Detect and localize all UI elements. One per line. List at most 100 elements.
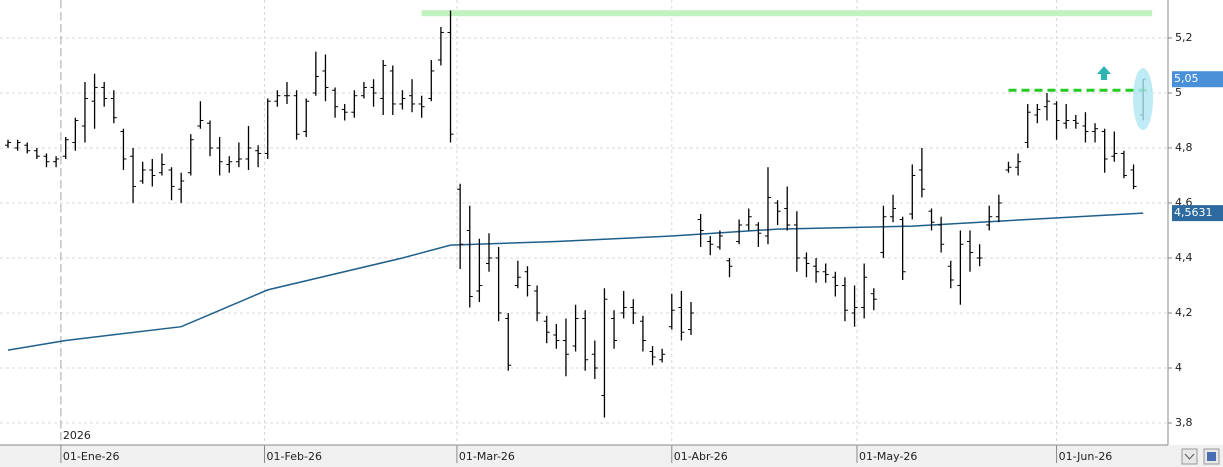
ohlc-bar	[630, 299, 637, 324]
ohlc-bar	[995, 194, 1002, 223]
ohlc-bar	[755, 222, 762, 247]
ohlc-bar	[495, 246, 502, 322]
ohlc-bar	[207, 120, 214, 157]
ohlc-bar	[611, 310, 618, 349]
ohlc-bar	[197, 101, 204, 129]
ohlc-bar	[283, 81, 290, 104]
ohlc-bar	[938, 216, 945, 253]
ohlc-bar	[168, 167, 175, 201]
ohlc-bar	[688, 301, 695, 335]
ohlc-bar	[72, 117, 79, 151]
ohlc-bar	[264, 98, 271, 159]
ohlc-bar	[33, 147, 40, 159]
ohlc-bar	[986, 205, 993, 231]
ohlc-bar	[1072, 114, 1079, 129]
ohlc-bar	[620, 290, 627, 319]
ohlc-bar	[486, 233, 492, 272]
ohlc-bar	[601, 288, 608, 418]
ohlc-bar	[216, 136, 223, 176]
ohlc-bar	[1015, 153, 1022, 176]
ohlc-bar	[380, 59, 387, 115]
x-tick-label: 01-May-26	[859, 450, 917, 463]
last-value-box	[1172, 71, 1223, 88]
ohlc-bar	[745, 208, 752, 231]
ohlc-bar	[351, 90, 358, 118]
ohlc-bar	[880, 205, 887, 258]
ohlc-bar	[1043, 92, 1050, 121]
ohlc-bar	[774, 200, 781, 225]
ohlc-bar	[1120, 150, 1127, 179]
ohlc-bar	[409, 79, 416, 113]
ohlc-bar	[1130, 164, 1137, 190]
ohlc-bar	[399, 90, 406, 110]
ohlc-bar	[360, 81, 367, 99]
last-value-label: 5,05	[1174, 72, 1199, 85]
ohlc-bar	[899, 216, 906, 280]
ohlc-bar	[870, 288, 877, 311]
ohlc-bar	[736, 219, 743, 245]
ohlc-bar	[553, 323, 560, 349]
ohlc-bar	[947, 260, 954, 289]
ohlc-bar	[293, 90, 300, 140]
ohlc-bar	[466, 205, 473, 308]
ohlc-bar	[764, 167, 771, 245]
ohlc-bar	[120, 128, 127, 170]
y-tick-label: 5,2	[1175, 31, 1193, 44]
last-value-label: 4,5631	[1174, 206, 1213, 219]
ohlc-bar	[1082, 112, 1089, 143]
ohlc-bar	[1101, 128, 1108, 173]
ohlc-bar	[841, 277, 848, 322]
ohlc-bar	[1005, 161, 1012, 173]
x-tick-label: 01-Ene-26	[63, 450, 120, 463]
ohlc-bar	[678, 290, 685, 341]
ohlc-bar	[726, 257, 733, 278]
ohlc-bar	[43, 153, 50, 168]
ohlc-bar	[822, 263, 829, 283]
ohlc-bar	[53, 156, 60, 168]
ohlc-bar	[447, 10, 454, 143]
ohlc-bar	[976, 244, 983, 267]
ohlc-bar	[139, 161, 146, 184]
ohlc-bar	[130, 147, 137, 203]
ohlc-bar	[1024, 103, 1031, 148]
ohlc-bar	[341, 103, 348, 121]
ohlc-bar	[91, 73, 98, 129]
ohlc-bar	[274, 90, 281, 107]
ohlc-bar	[235, 142, 242, 168]
ohlc-bar	[457, 183, 464, 269]
ohlc-bar	[312, 51, 319, 96]
x-tick-label: 01-Feb-26	[267, 450, 322, 463]
ohlc-bar	[428, 59, 435, 102]
ohlc-bar	[659, 348, 666, 363]
ohlc-bar	[81, 81, 88, 143]
ohlc-bar	[591, 340, 598, 379]
last-value-box	[1172, 205, 1223, 222]
ohlc-bar	[543, 315, 550, 344]
ohlc-bar	[505, 312, 512, 371]
ohlc-bar	[62, 136, 69, 159]
year-label: 2026	[63, 429, 91, 442]
ohlc-bar	[524, 266, 531, 297]
ohlc-bar	[909, 164, 916, 220]
ohlc-bar	[928, 208, 935, 231]
ohlc-bar	[101, 81, 108, 107]
ohlc-bar	[967, 230, 973, 272]
y-tick-label: 5	[1175, 86, 1182, 99]
x-axis-band	[0, 445, 1223, 467]
ohlc-bar	[1063, 103, 1070, 129]
ohlc-bar	[178, 172, 185, 203]
ohlc-bar	[187, 134, 194, 176]
ohlc-bar	[1053, 101, 1060, 140]
ohlc-bar	[813, 257, 820, 283]
ohlc-bar	[332, 87, 339, 118]
ohlc-bar	[437, 26, 444, 66]
ohlc-bar	[861, 263, 868, 319]
x-tick-label: 01-Jun-26	[1059, 450, 1113, 463]
y-tick-label: 4,4	[1175, 251, 1193, 264]
y-tick-label: 4,2	[1175, 306, 1193, 319]
ohlc-bar	[851, 285, 858, 327]
scroll-button[interactable]	[1181, 448, 1198, 465]
ohlc-bar	[803, 252, 810, 278]
x-tick-label: 01-Mar-26	[459, 450, 515, 463]
up-arrow	[1097, 66, 1111, 80]
